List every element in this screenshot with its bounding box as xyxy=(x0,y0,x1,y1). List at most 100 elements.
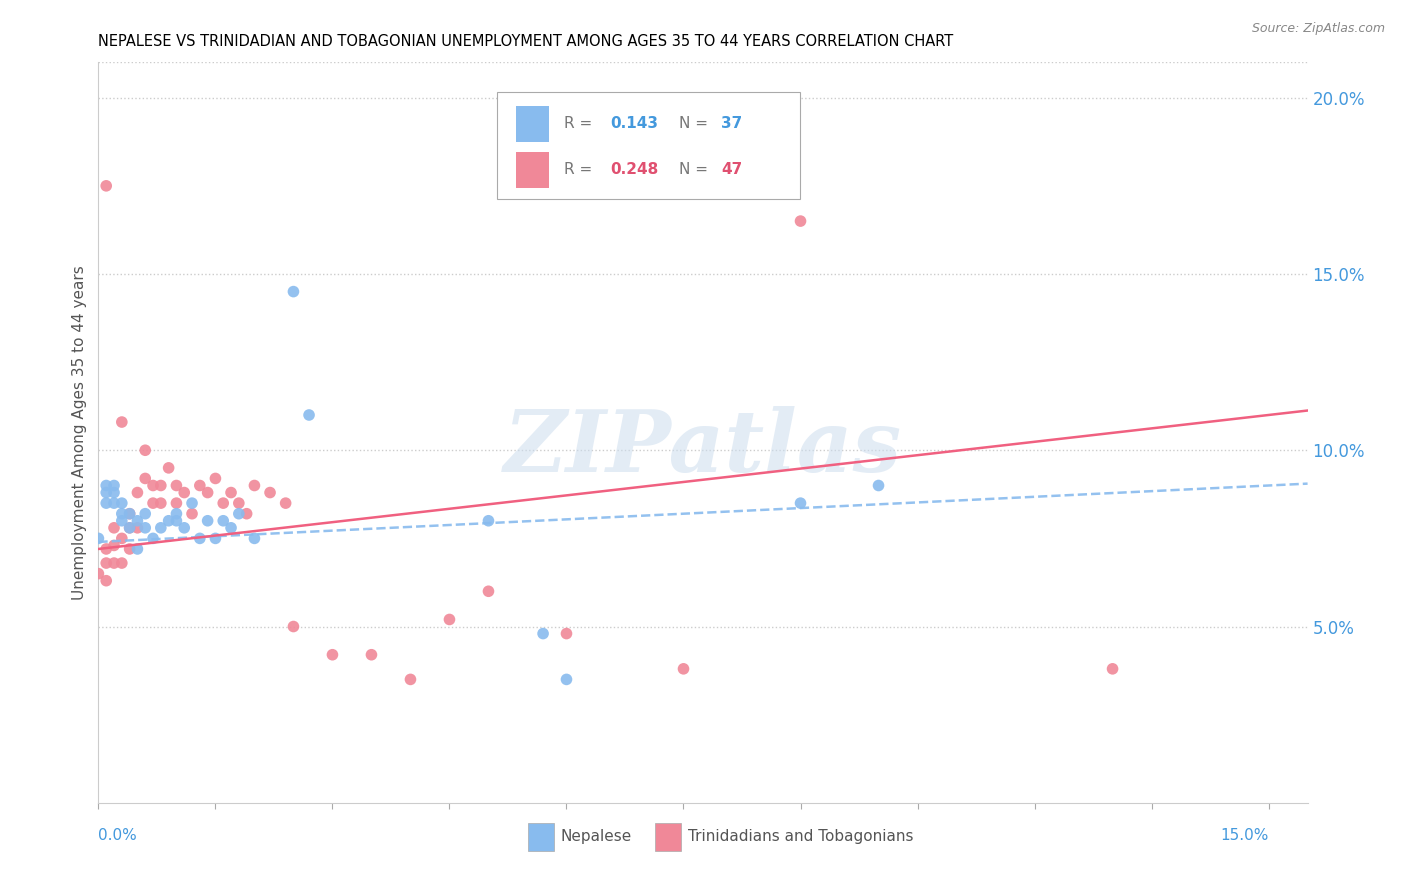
Point xyxy=(127,485,149,500)
Point xyxy=(219,521,242,535)
Point xyxy=(243,478,266,492)
Point xyxy=(173,485,195,500)
Point xyxy=(127,541,149,556)
Point xyxy=(173,521,195,535)
Point xyxy=(96,485,118,500)
Point xyxy=(118,521,141,535)
Point xyxy=(111,514,134,528)
Point xyxy=(111,496,134,510)
Point xyxy=(134,443,156,458)
Point xyxy=(142,478,165,492)
Point xyxy=(204,532,226,546)
Point xyxy=(134,507,156,521)
Text: ZIPatlas: ZIPatlas xyxy=(503,406,903,489)
Point xyxy=(868,478,890,492)
Point xyxy=(118,541,141,556)
Text: R =: R = xyxy=(564,162,598,178)
Text: N =: N = xyxy=(679,162,713,178)
FancyBboxPatch shape xyxy=(498,92,800,200)
Bar xyxy=(527,822,554,851)
Text: R =: R = xyxy=(564,116,598,131)
Text: 0.248: 0.248 xyxy=(610,162,658,178)
Point xyxy=(789,214,811,228)
Point xyxy=(181,507,204,521)
Point xyxy=(111,507,134,521)
Point xyxy=(118,507,141,521)
Text: 37: 37 xyxy=(721,116,742,131)
Point xyxy=(212,514,235,528)
Point xyxy=(165,514,187,528)
Point xyxy=(96,556,118,570)
Point xyxy=(149,478,172,492)
Bar xyxy=(655,822,682,851)
Text: NEPALESE VS TRINIDADIAN AND TOBAGONIAN UNEMPLOYMENT AMONG AGES 35 TO 44 YEARS CO: NEPALESE VS TRINIDADIAN AND TOBAGONIAN U… xyxy=(98,34,953,49)
Point xyxy=(111,415,134,429)
Point xyxy=(96,574,118,588)
Text: Nepalese: Nepalese xyxy=(561,830,631,845)
Point xyxy=(96,496,118,510)
Point xyxy=(298,408,321,422)
Point xyxy=(672,662,695,676)
Point xyxy=(165,478,187,492)
Point xyxy=(118,507,141,521)
Point xyxy=(197,514,219,528)
Bar xyxy=(516,106,550,142)
Point xyxy=(165,496,187,510)
Point xyxy=(103,538,125,552)
Text: 47: 47 xyxy=(721,162,742,178)
Point xyxy=(477,514,499,528)
Point xyxy=(555,626,578,640)
Point xyxy=(399,673,422,687)
Point xyxy=(157,514,180,528)
Point xyxy=(274,496,297,510)
Point xyxy=(149,496,172,510)
Point xyxy=(235,507,257,521)
Point xyxy=(111,532,134,546)
Point xyxy=(188,532,211,546)
Point xyxy=(134,521,156,535)
Point xyxy=(165,507,187,521)
Text: 0.143: 0.143 xyxy=(610,116,658,131)
Point xyxy=(103,521,125,535)
Point xyxy=(197,485,219,500)
Point xyxy=(531,626,554,640)
Point xyxy=(259,485,281,500)
Point xyxy=(228,496,250,510)
Point xyxy=(157,461,180,475)
Point xyxy=(118,521,141,535)
Point xyxy=(789,496,811,510)
Point xyxy=(228,507,250,521)
Point xyxy=(103,556,125,570)
Bar xyxy=(516,152,550,187)
Point xyxy=(149,521,172,535)
Point xyxy=(103,478,125,492)
Point xyxy=(111,556,134,570)
Point xyxy=(96,478,118,492)
Point xyxy=(283,285,305,299)
Point xyxy=(477,584,499,599)
Point xyxy=(181,496,204,510)
Point xyxy=(127,514,149,528)
Point xyxy=(103,496,125,510)
Point xyxy=(219,485,242,500)
Point xyxy=(188,478,211,492)
Point xyxy=(212,496,235,510)
Text: N =: N = xyxy=(679,116,713,131)
Point xyxy=(87,566,110,581)
Point xyxy=(96,178,118,193)
Point xyxy=(142,496,165,510)
Point xyxy=(243,532,266,546)
Point xyxy=(360,648,382,662)
Text: 15.0%: 15.0% xyxy=(1220,828,1268,843)
Point xyxy=(103,485,125,500)
Text: 0.0%: 0.0% xyxy=(98,828,138,843)
Text: Trinidadians and Tobagonians: Trinidadians and Tobagonians xyxy=(689,830,914,845)
Point xyxy=(555,673,578,687)
Point xyxy=(1101,662,1123,676)
Point xyxy=(134,471,156,485)
Y-axis label: Unemployment Among Ages 35 to 44 years: Unemployment Among Ages 35 to 44 years xyxy=(72,265,87,600)
Point xyxy=(87,532,110,546)
Point xyxy=(321,648,343,662)
Point xyxy=(283,619,305,633)
Point xyxy=(142,532,165,546)
